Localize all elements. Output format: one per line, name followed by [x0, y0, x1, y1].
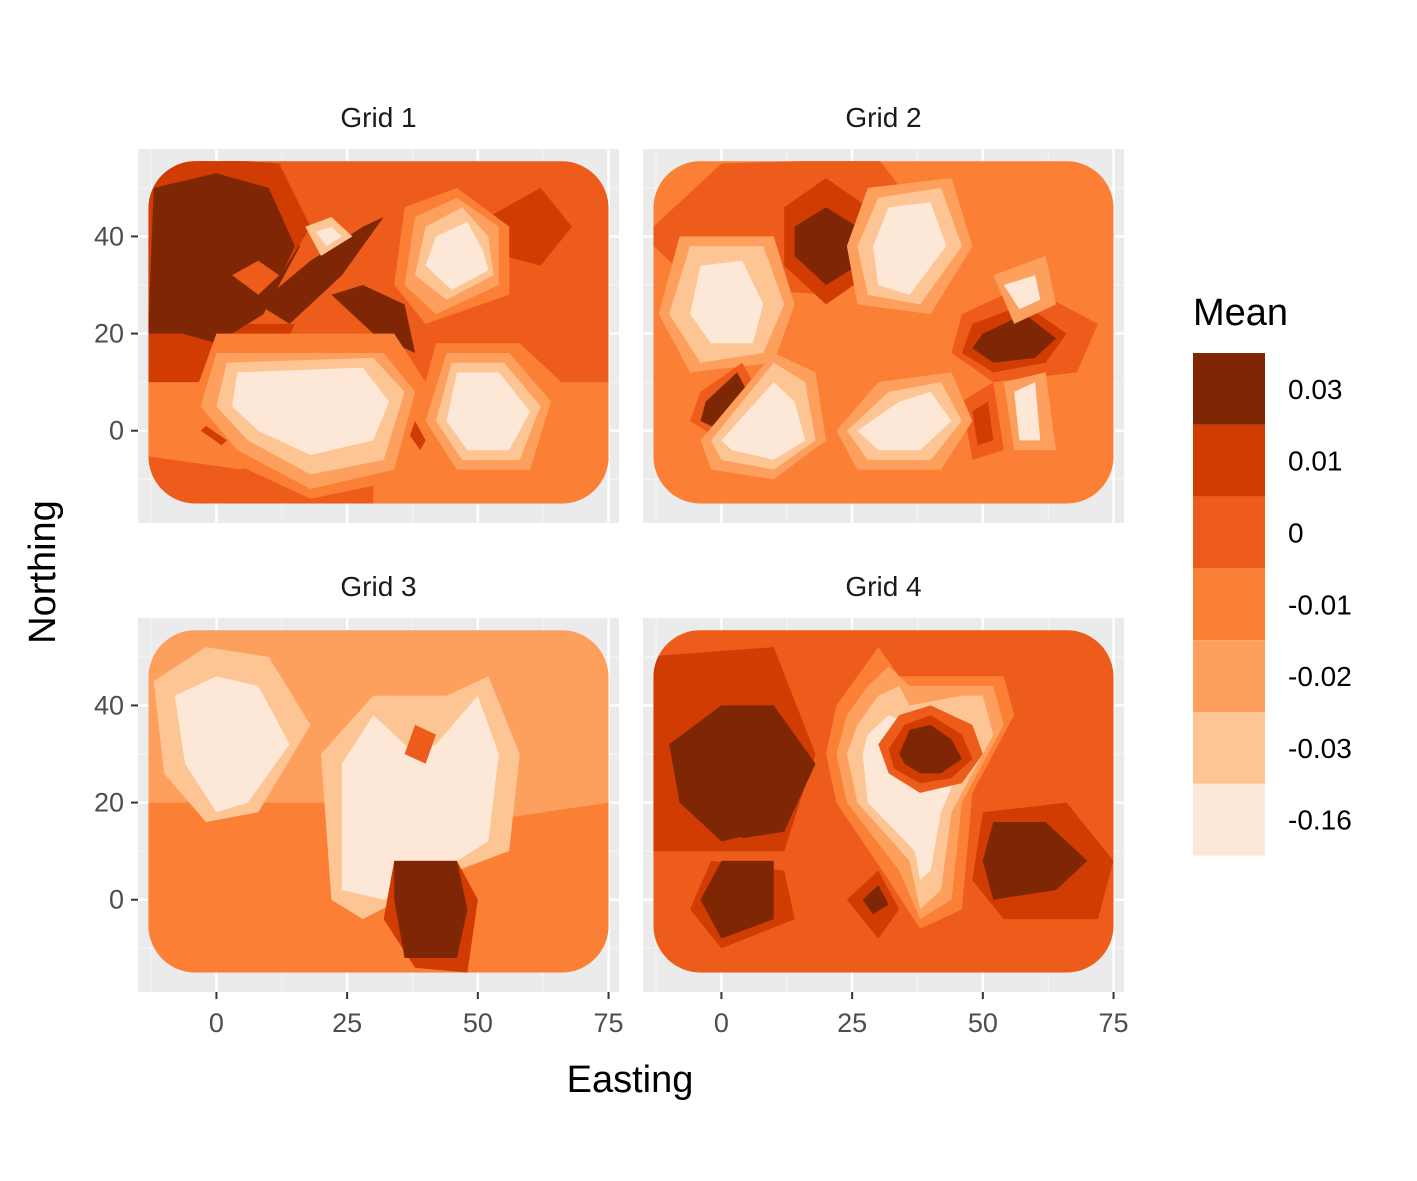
x-tick-label: 50	[968, 1008, 998, 1038]
contour-region	[700, 860, 774, 939]
x-tick-label: 0	[209, 1008, 224, 1038]
contour-region	[862, 885, 889, 915]
x-axes: 0 25 50 75 0 25 50 75	[209, 992, 1129, 1038]
contour-region	[232, 367, 389, 455]
contour-region	[409, 421, 426, 451]
legend-swatch	[1193, 424, 1265, 497]
x-tick-label: 75	[594, 1008, 624, 1038]
y-tick-label: 40	[94, 690, 124, 720]
legend-label: -0.02	[1288, 661, 1352, 692]
contour-region	[972, 314, 1056, 363]
contour-region	[148, 173, 295, 344]
contour-region	[1014, 382, 1041, 441]
y-axes: 0 20 40 0 20 40	[94, 221, 138, 915]
legend-label: -0.16	[1288, 805, 1352, 836]
contour-region	[721, 836, 743, 852]
legend-label: 0.01	[1288, 446, 1343, 477]
contour-region	[899, 724, 962, 774]
legend-title: Mean	[1193, 292, 1288, 334]
contour-field	[653, 161, 1114, 504]
facet-grid-2: Grid 2	[643, 102, 1124, 523]
legend-label: -0.01	[1288, 589, 1352, 620]
x-tick-label: 0	[714, 1008, 729, 1038]
contour-region	[873, 202, 947, 295]
legend-swatch	[1193, 783, 1265, 856]
y-tick-label: 20	[94, 319, 124, 349]
contour-region	[174, 676, 290, 813]
contour-region	[794, 207, 858, 285]
legend-swatch	[1193, 496, 1265, 569]
contour-region	[446, 372, 531, 451]
x-tick-label: 25	[837, 1008, 867, 1038]
legend-swatch	[1193, 568, 1265, 641]
legend-swatch	[1193, 353, 1265, 425]
contour-region	[341, 695, 499, 900]
x-tick-label: 50	[463, 1008, 493, 1038]
contour-region	[982, 822, 1088, 900]
contour-region	[200, 425, 227, 446]
contour-region	[148, 890, 609, 973]
facet-label: Grid 4	[845, 571, 921, 602]
contour-region	[394, 860, 468, 958]
contour-region	[721, 382, 806, 460]
contour-region	[1003, 275, 1041, 310]
contour-region	[972, 401, 994, 446]
y-tick-label: 0	[109, 885, 124, 915]
contour-region	[700, 372, 753, 431]
facet-grid-4: Grid 4	[643, 571, 1124, 992]
facet-grid-1: Grid 1	[138, 102, 619, 523]
contour-field	[148, 630, 609, 973]
facet-panels: Grid 1 Grid 2 Grid 3 Grid 4	[138, 102, 1124, 992]
legend-swatch	[1193, 712, 1265, 784]
contour-region	[315, 226, 342, 247]
y-axis-title: Northing	[22, 500, 64, 644]
facet-label: Grid 3	[340, 571, 416, 602]
contour-field	[653, 630, 1114, 973]
contour-region	[404, 724, 436, 764]
x-tick-label: 25	[332, 1008, 362, 1038]
contour-region	[690, 260, 764, 344]
y-tick-label: 20	[94, 788, 124, 818]
contour-region	[232, 260, 280, 295]
y-tick-label: 0	[109, 416, 124, 446]
legend-label: 0.03	[1288, 374, 1343, 405]
contour-region	[258, 217, 384, 324]
contour-region	[425, 221, 489, 290]
y-tick-label: 40	[94, 221, 124, 251]
contour-field	[148, 161, 609, 504]
legend-swatch	[1193, 640, 1265, 712]
facet-grid-3: Grid 3	[138, 571, 619, 992]
contour-region	[857, 391, 952, 451]
legend-label: -0.03	[1288, 733, 1352, 764]
x-axis-title: Easting	[567, 1059, 694, 1101]
facet-label: Grid 2	[845, 102, 921, 133]
facet-label: Grid 1	[340, 102, 416, 133]
legend-label: 0	[1288, 518, 1304, 549]
contour-region	[669, 705, 816, 842]
legend: Mean 0.03 0.01 0 -0.01 -0.02 -0.03 -0.16	[1193, 292, 1352, 856]
x-tick-label: 75	[1099, 1008, 1129, 1038]
